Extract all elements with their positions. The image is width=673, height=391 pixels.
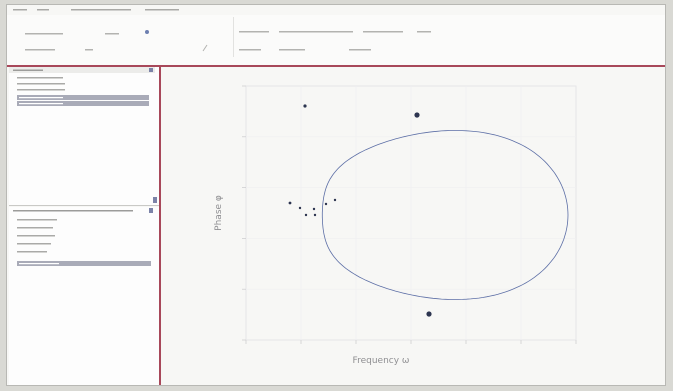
data-point [333,198,337,202]
data-point [313,213,317,217]
panel-splitter[interactable] [9,205,159,206]
data-point [298,206,302,210]
data-point [312,207,316,211]
menu-bar [7,5,665,15]
properties-panel [9,207,161,385]
project-tree-panel [9,67,161,205]
data-point [288,201,292,205]
y-axis-label: Phase φ [214,195,224,231]
project-tree[interactable] [9,67,159,205]
phase-plot[interactable]: Frequency ω Phase φ [159,67,665,385]
data-point [426,311,432,317]
plot-area[interactable]: Frequency ω Phase φ [159,67,665,385]
menu-items[interactable] [11,5,651,15]
properties-list[interactable] [9,207,159,385]
application-window: Frequency ω Phase φ [6,4,666,386]
x-axis-label: Frequency ω [353,356,410,366]
ribbon-toolbar [7,15,665,67]
tick-marks [242,85,577,344]
data-point [324,202,328,206]
grid [246,86,576,340]
vertical-splitter[interactable] [159,67,161,385]
data-point [304,213,308,217]
data-point [414,112,420,118]
data-point [303,104,307,108]
orbit-curve [321,130,569,300]
ribbon-controls[interactable] [7,15,665,63]
